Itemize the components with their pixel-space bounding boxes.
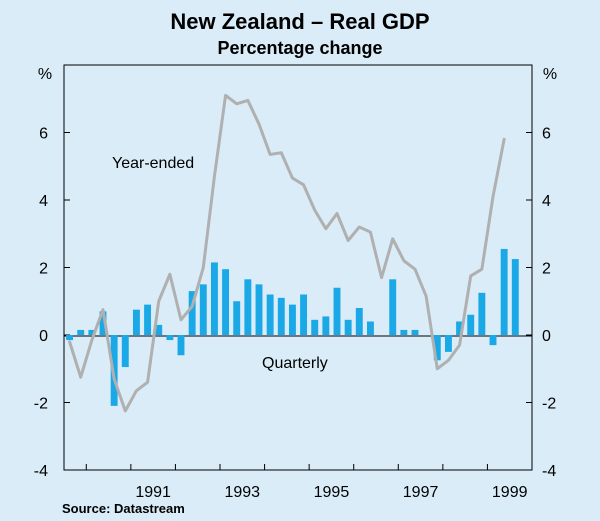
quarterly-bar — [511, 259, 519, 335]
y-axis-unit-right: % — [543, 66, 557, 83]
x-axis-ticks: 1991 1993 1995 1997 1999 — [85, 464, 533, 501]
y-tick-label-left: -4 — [34, 463, 48, 480]
quarterly-bar — [188, 291, 196, 335]
y-tick-label-right: -4 — [542, 463, 556, 480]
year-ended-label: Year-ended — [112, 155, 194, 172]
quarterly-bar — [277, 297, 285, 335]
quarterly-bar — [77, 329, 85, 335]
year-ended-line-group — [68, 93, 506, 413]
y-tick-label-right: -2 — [542, 396, 556, 413]
quarterly-bar — [121, 335, 129, 368]
quarterly-bar — [300, 294, 308, 335]
x-tick-label: 1993 — [224, 484, 260, 501]
y-tick-label-left: -2 — [34, 396, 48, 413]
year-ended-line — [68, 93, 506, 413]
quarterly-label: Quarterly — [262, 355, 328, 372]
x-tick-label: 1997 — [403, 484, 439, 501]
quarterly-bar — [244, 279, 252, 335]
quarterly-bar — [199, 284, 207, 335]
quarterly-bar — [222, 269, 230, 335]
chart-title: New Zealand – Real GDP — [170, 9, 429, 34]
quarterly-bar — [233, 301, 241, 335]
quarterly-bar — [155, 324, 163, 335]
y-tick-label-left: 4 — [39, 193, 48, 210]
y-tick-label-right: 0 — [542, 328, 551, 345]
quarterly-bar — [478, 292, 486, 335]
quarterly-bar — [210, 262, 218, 335]
y-tick-label-left: 2 — [39, 261, 48, 278]
quarterly-bars — [66, 248, 519, 406]
quarterly-bar — [66, 335, 74, 341]
y-tick-label-left: 6 — [39, 126, 48, 143]
quarterly-bar — [400, 329, 408, 335]
quarterly-bar — [489, 335, 497, 346]
quarterly-bar — [266, 294, 274, 335]
quarterly-bar — [344, 319, 352, 335]
y-tick-label-right: 4 — [542, 193, 551, 210]
quarterly-bar — [99, 311, 107, 335]
x-tick-label: 1995 — [314, 484, 350, 501]
x-tick-label: 1999 — [492, 484, 528, 501]
plot-area — [63, 64, 533, 471]
quarterly-bar — [288, 304, 296, 335]
quarterly-bar — [88, 329, 96, 335]
y-axis-unit-left: % — [38, 66, 52, 83]
chart-subtitle: Percentage change — [217, 38, 382, 58]
quarterly-bar — [132, 309, 140, 335]
source-note: Source: Datastream — [62, 501, 185, 516]
quarterly-bar — [411, 329, 419, 335]
y-tick-label-right: 2 — [542, 261, 551, 278]
quarterly-bar — [433, 335, 441, 361]
quarterly-bar — [322, 316, 330, 335]
quarterly-bar — [166, 335, 174, 341]
quarterly-bar — [389, 279, 397, 335]
quarterly-bar — [255, 284, 263, 335]
quarterly-bar — [311, 319, 319, 335]
quarterly-bar — [333, 287, 341, 335]
quarterly-bar — [355, 308, 363, 335]
quarterly-bar — [467, 314, 475, 335]
y-tick-label-left: 0 — [39, 328, 48, 345]
quarterly-bar — [144, 304, 152, 335]
quarterly-bar — [444, 335, 452, 352]
x-tick-label: 1991 — [135, 484, 171, 501]
quarterly-bar — [177, 335, 185, 356]
quarterly-bar — [366, 321, 374, 335]
y-tick-label-right: 6 — [542, 126, 551, 143]
quarterly-bar — [456, 321, 464, 335]
quarterly-bar — [500, 248, 508, 335]
